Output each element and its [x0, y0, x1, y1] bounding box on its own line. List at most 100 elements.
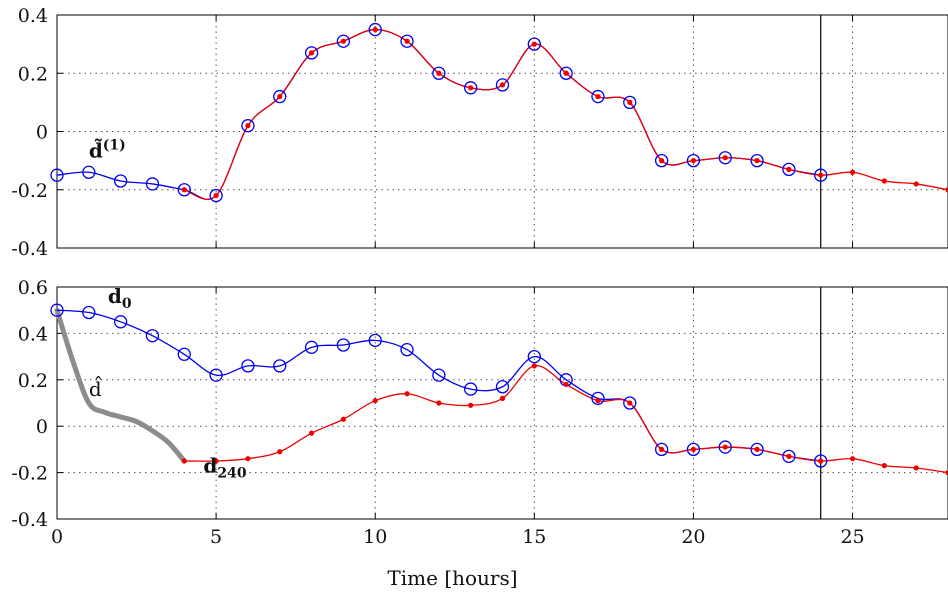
- estimate-curve: [54, 307, 187, 464]
- y-tick-label: -0.2: [11, 180, 48, 202]
- annotation-label: d̃(1): [89, 138, 126, 163]
- blue-circle-marker: [336, 338, 351, 352]
- blue-circle-marker: [241, 359, 255, 373]
- red-dot-marker: [595, 398, 601, 404]
- red-dot-marker: [818, 458, 824, 464]
- blue-circle-marker: [82, 305, 96, 320]
- red-dot-marker: [627, 400, 633, 406]
- red-dot-marker: [945, 187, 948, 193]
- red-dot-marker: [308, 50, 315, 56]
- red-dot-marker: [436, 400, 442, 406]
- red-dot-marker: [531, 41, 537, 47]
- red-dot-marker: [468, 402, 474, 408]
- blue-circle-marker: [209, 368, 223, 382]
- red-dot-marker: [945, 470, 948, 476]
- blue-circle-marker: [750, 442, 764, 457]
- blue-circle-marker: [686, 153, 701, 168]
- blue-circle-marker: [464, 382, 478, 396]
- red-dot-marker: [340, 38, 346, 44]
- red-dot-marker: [659, 446, 665, 452]
- blue-circle-marker: [718, 151, 732, 165]
- red-dot-marker: [627, 99, 633, 105]
- blue-circle-marker: [368, 22, 382, 37]
- red-dot-marker: [595, 93, 601, 100]
- red-dot-marker: [659, 158, 665, 164]
- blue-circle-marker: [495, 78, 510, 92]
- red-dot-marker: [722, 444, 728, 450]
- x-tick-label: 20: [681, 526, 705, 548]
- plot-frame: [56, 286, 948, 520]
- y-tick-label: 0: [36, 416, 48, 438]
- red-dot-marker: [404, 38, 410, 44]
- blue-circle-marker: [145, 329, 160, 343]
- blue-circle-marker: [113, 315, 128, 329]
- blue-circle-marker: [177, 347, 191, 361]
- red-dot-marker: [499, 395, 506, 401]
- blue-circle-marker: [336, 34, 351, 48]
- blue-circle-marker: [654, 442, 669, 457]
- red-series-line: [183, 28, 948, 200]
- red-dot-marker: [245, 123, 251, 129]
- red-dot-marker: [913, 181, 919, 187]
- red-dot-marker: [881, 178, 887, 184]
- blue-circle-marker: [432, 368, 446, 382]
- red-dot-marker: [818, 172, 824, 178]
- blue-circle-marker: [177, 183, 191, 197]
- red-dot-marker: [213, 192, 219, 199]
- red-dot-marker: [372, 26, 378, 33]
- bottom-panel: -0.4 -0.2 0 0.2 0.4 0.6 0 5 10 15 20 25 d0 d̂ d240: [11, 277, 948, 548]
- blue-circle-marker: [273, 359, 287, 373]
- x-tick-label: 10: [363, 526, 387, 548]
- red-dot-marker: [786, 166, 792, 172]
- blue-circle-marker: [686, 442, 701, 457]
- blue-series-line: [56, 309, 822, 462]
- x-tick-label: 25: [840, 526, 864, 548]
- red-dot-marker: [308, 430, 315, 436]
- y-tick-label: -0.4: [11, 238, 48, 260]
- red-dot-marker: [181, 458, 187, 464]
- y-tick-label: 0.4: [18, 5, 48, 27]
- red-dot-marker: [277, 93, 283, 100]
- red-dot-marker: [468, 85, 474, 91]
- blue-circle-marker: [50, 303, 64, 317]
- red-dot-marker: [531, 363, 537, 369]
- blue-circle-marker: [82, 165, 96, 179]
- blue-series-line: [56, 28, 822, 201]
- red-dot-marker: [340, 416, 346, 422]
- y-tick-label: -0.2: [11, 463, 48, 485]
- red-dot-marker: [245, 456, 251, 462]
- red-dot-marker: [722, 155, 728, 161]
- blue-circle-marker: [464, 81, 478, 95]
- red-dot-marker: [563, 381, 569, 388]
- x-tick-label: 0: [51, 526, 63, 548]
- blue-circle-marker: [50, 168, 64, 182]
- red-dot-marker: [213, 458, 219, 464]
- blue-circle-marker: [623, 95, 637, 110]
- blue-circle-marker: [750, 153, 764, 168]
- red-dot-marker: [690, 158, 697, 164]
- annotation-label: d240: [203, 454, 246, 482]
- red-dot-marker: [404, 391, 410, 397]
- blue-circle-marker: [591, 391, 605, 406]
- red-dot-marker: [181, 187, 187, 193]
- red-dot-marker: [849, 169, 856, 175]
- y-tick-label: 0: [36, 122, 48, 144]
- annotation-label: d̂: [89, 375, 103, 401]
- y-tick-label: -0.4: [11, 509, 48, 531]
- y-tick-label: 0.2: [18, 63, 48, 85]
- top-panel: -0.4 -0.2 0 0.2 0.4 d̃(1): [11, 5, 948, 260]
- blue-circle-marker: [654, 153, 669, 168]
- blue-circle-marker: [209, 188, 223, 203]
- red-dot-marker: [849, 456, 856, 462]
- blue-circle-marker: [241, 119, 255, 133]
- blue-circle-marker: [495, 380, 510, 394]
- blue-circle-marker: [782, 449, 796, 464]
- blue-circle-marker: [400, 34, 414, 48]
- blue-circle-marker: [145, 177, 160, 191]
- blue-circle-marker: [814, 454, 828, 468]
- red-dot-marker: [881, 463, 887, 469]
- blue-circle-marker: [400, 342, 414, 357]
- red-dot-marker: [754, 446, 760, 452]
- blue-circle-marker: [304, 46, 319, 60]
